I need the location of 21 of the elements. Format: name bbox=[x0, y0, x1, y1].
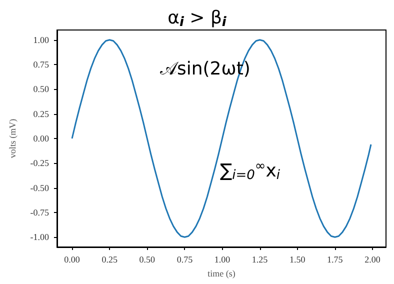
y-axis-title: volts (mV) bbox=[8, 118, 18, 158]
y-tick-label: 0.75 bbox=[33, 60, 50, 70]
x-tick-label: 0.00 bbox=[64, 254, 80, 264]
y-tick-label: 1.00 bbox=[33, 34, 50, 45]
y-tick-label: 0.50 bbox=[33, 84, 50, 94]
x-tick-label: 1.00 bbox=[214, 254, 231, 264]
line-series bbox=[71, 39, 372, 238]
y-tick-label: -1.00 bbox=[30, 232, 50, 242]
y-tick-label: -0.50 bbox=[30, 182, 50, 193]
x-tick-label: 0.75 bbox=[176, 254, 194, 264]
x-tick-label: 1.25 bbox=[252, 254, 268, 264]
y-tick-label: -0.75 bbox=[30, 207, 50, 218]
y-tick-label: -0.25 bbox=[30, 158, 50, 168]
x-tick-label: 2.00 bbox=[364, 254, 381, 264]
x-tick-label: 0.25 bbox=[102, 254, 118, 264]
x-axis-title: time (s) bbox=[208, 268, 236, 278]
x-tick-label: 1.75 bbox=[327, 254, 344, 264]
x-tick-label: 1.50 bbox=[289, 254, 306, 264]
y-tick-label: 0.25 bbox=[33, 108, 50, 119]
y-tick-label: 0.00 bbox=[33, 134, 50, 144]
x-tick-label: 0.50 bbox=[139, 254, 156, 264]
